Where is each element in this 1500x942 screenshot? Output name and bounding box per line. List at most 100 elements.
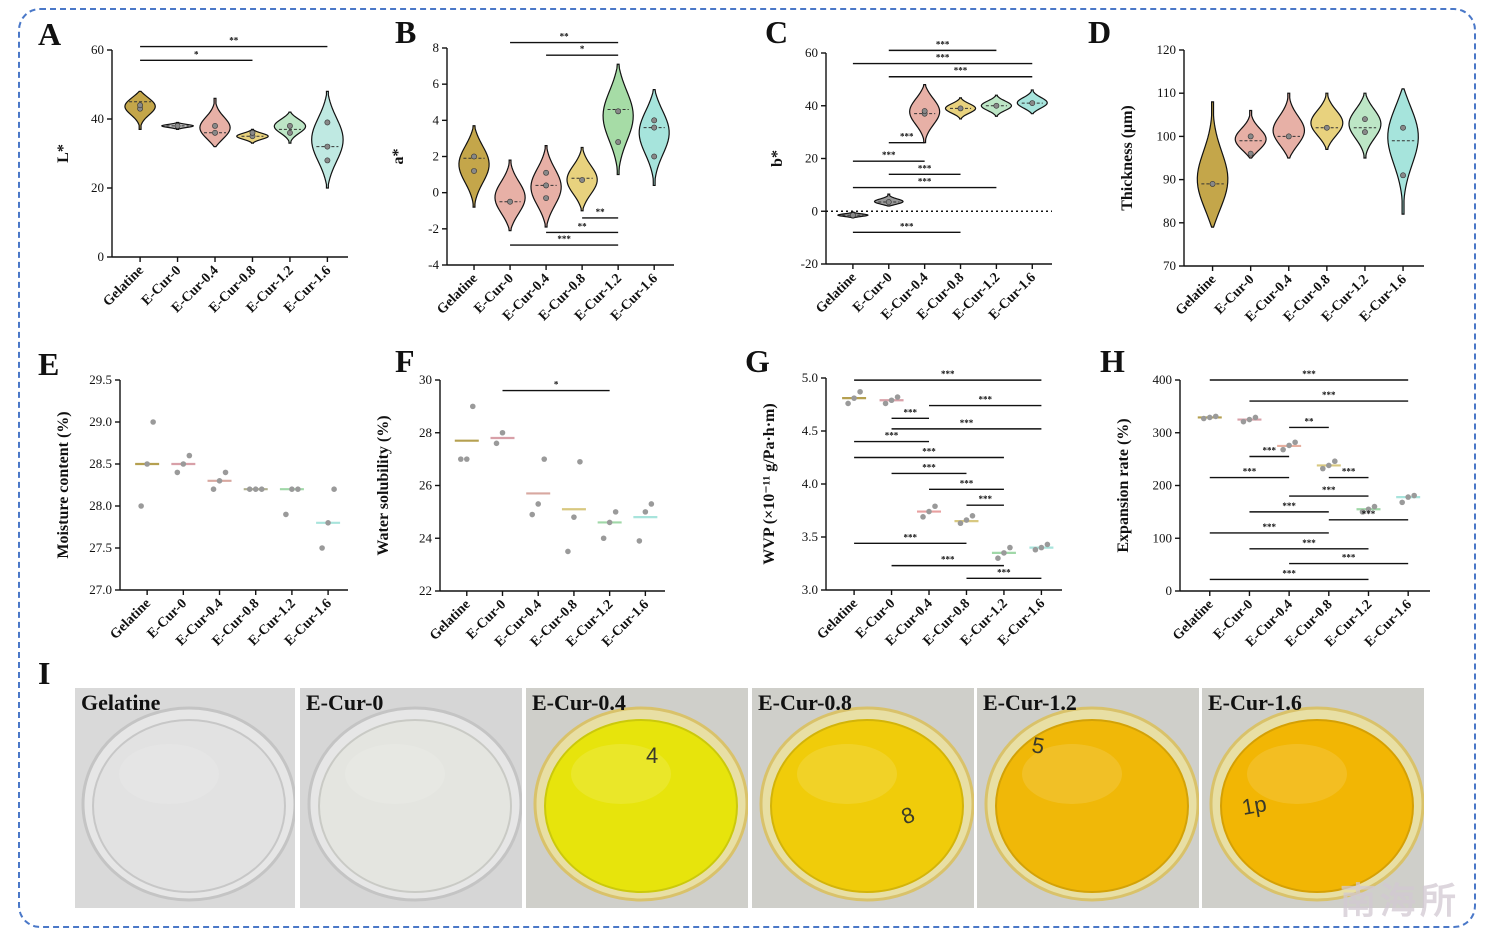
data-point: [249, 129, 256, 136]
panel-letter-D: D: [1088, 14, 1111, 50]
violin-shape: [1310, 92, 1344, 150]
y-tick-label: 100: [1157, 128, 1177, 143]
data-point: [1362, 129, 1368, 135]
y-tick-label: 100: [1153, 530, 1173, 545]
data-point: [543, 169, 549, 176]
data-point: [289, 486, 295, 493]
dish-highlight: [345, 744, 445, 804]
data-point: [1032, 546, 1039, 553]
data-point: [1320, 465, 1326, 472]
data-point: [1247, 150, 1254, 157]
data-point: [1212, 413, 1219, 420]
data-point: [287, 129, 293, 136]
data-point: [529, 511, 536, 518]
significance-label: ***: [1342, 553, 1356, 563]
data-point: [1200, 415, 1207, 422]
dish-label: E-Cur-1.6: [1208, 690, 1302, 715]
significance-label: ***: [882, 150, 896, 160]
data-point: [1326, 462, 1332, 469]
data-point: [1001, 550, 1007, 556]
data-point: [150, 419, 156, 425]
significance-label: ***: [922, 447, 936, 457]
data-point: [932, 503, 938, 510]
film-surface: [318, 719, 512, 893]
data-point: [579, 177, 586, 183]
significance-label: ***: [904, 407, 918, 417]
data-point: [469, 403, 476, 410]
panel-letter-H: H: [1100, 343, 1125, 379]
data-point: [636, 538, 643, 544]
film-surface: [1220, 719, 1414, 893]
significance-label: **: [229, 36, 239, 46]
y-tick-label: 400: [1153, 372, 1173, 387]
figure-frame: [18, 8, 1476, 928]
y-tick-label: 110: [1157, 85, 1176, 100]
y-tick-label: 30: [419, 372, 432, 387]
film-surface: [92, 719, 286, 893]
y-tick-label: 27.5: [89, 540, 112, 555]
category-label: Gelatine: [1170, 597, 1216, 643]
dish-highlight: [119, 744, 219, 804]
y-tick-label: 8: [433, 40, 440, 55]
significance-label: ***: [978, 395, 992, 405]
data-point: [851, 395, 857, 401]
significance-label: ***: [941, 555, 955, 565]
data-point: [1332, 458, 1338, 465]
y-tick-label: 0: [433, 185, 440, 200]
data-point: [499, 429, 506, 436]
panel-letter-E: E: [38, 346, 59, 382]
data-point: [885, 199, 892, 205]
data-point: [1371, 503, 1378, 510]
data-point: [850, 212, 856, 219]
data-point: [258, 486, 265, 493]
dish-highlight: [797, 744, 897, 804]
data-point: [926, 508, 932, 515]
dish-drawing: [759, 706, 974, 902]
significance-label: ***: [918, 177, 932, 187]
y-tick-label: 90: [1163, 172, 1176, 187]
significance-label: ***: [900, 132, 914, 142]
data-point: [995, 555, 1001, 561]
data-point: [1247, 133, 1254, 140]
data-point: [212, 123, 218, 129]
data-point: [324, 157, 331, 164]
y-axis-title: Expansion rate (%): [1115, 418, 1132, 552]
data-point: [1246, 416, 1253, 423]
handwritten-mark: 4: [646, 743, 659, 768]
violin-shape: [458, 125, 490, 208]
violin-shape: [1272, 92, 1306, 159]
data-point: [1038, 544, 1045, 551]
significance-label: ***: [1322, 390, 1336, 400]
significance-label: ***: [936, 39, 950, 49]
y-tick-label: 28.5: [89, 456, 112, 471]
data-point: [319, 545, 325, 551]
panel-A: A0204060L*GelatineE-Cur-0E-Cur-0.4E-Cur-…: [38, 16, 348, 316]
y-tick-label: 20: [91, 180, 104, 195]
data-point: [1286, 442, 1292, 449]
panel-letter-A: A: [38, 16, 61, 52]
data-point: [543, 182, 549, 189]
significance-label: ***: [900, 221, 914, 231]
significance-label: ***: [1302, 369, 1316, 379]
dish-drawing: [307, 706, 522, 902]
data-point: [1285, 133, 1292, 140]
significance-label: **: [596, 207, 606, 217]
y-tick-label: -4: [428, 257, 439, 272]
dish-label: E-Cur-0: [306, 690, 384, 715]
data-point: [535, 501, 542, 507]
violin-shape: [1196, 101, 1229, 228]
panel-C: C-200204060b*GelatineE-Cur-0E-Cur-0.4E-C…: [765, 14, 1052, 323]
category-label: Gelatine: [101, 263, 147, 309]
data-point: [180, 461, 187, 467]
significance-label: ***: [1263, 445, 1277, 455]
data-point: [471, 168, 477, 174]
data-point: [957, 520, 964, 527]
y-tick-label: 26: [419, 478, 433, 493]
significance-label: ***: [954, 66, 968, 76]
data-point: [186, 452, 193, 459]
data-point: [457, 456, 464, 462]
panel-letter-I: I: [38, 655, 51, 691]
y-tick-label: -20: [801, 256, 818, 271]
significance-label: **: [578, 221, 588, 231]
y-tick-label: 2: [433, 149, 440, 164]
